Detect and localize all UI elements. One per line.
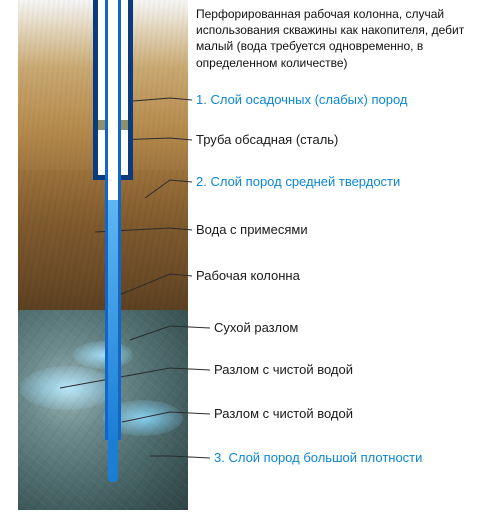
label-l9: 3. Слой пород большой плотности	[214, 450, 422, 466]
water-fracture-2	[73, 341, 133, 369]
label-l3: 2. Слой пород средней твердости	[196, 174, 400, 190]
label-l7: Разлом с чистой водой	[214, 362, 353, 378]
water-fracture-0	[20, 366, 116, 410]
label-l6: Сухой разлом	[214, 320, 298, 336]
label-l5: Рабочая колонна	[196, 268, 300, 284]
label-l2: Труба обсадная (сталь)	[196, 132, 338, 148]
label-l4: Вода с примесями	[196, 222, 308, 238]
label-l8: Разлом с чистой водой	[214, 406, 353, 422]
column-tail	[108, 440, 118, 482]
label-l1: 1. Слой осадочных (слабых) пород	[196, 92, 407, 108]
layer2-medium-texture	[18, 170, 188, 310]
diagram-title: Перфорированная рабочая колонна, случай …	[196, 6, 492, 71]
well-diagram: Перфорированная рабочая колонна, случай …	[0, 0, 500, 529]
column-water	[108, 200, 118, 440]
